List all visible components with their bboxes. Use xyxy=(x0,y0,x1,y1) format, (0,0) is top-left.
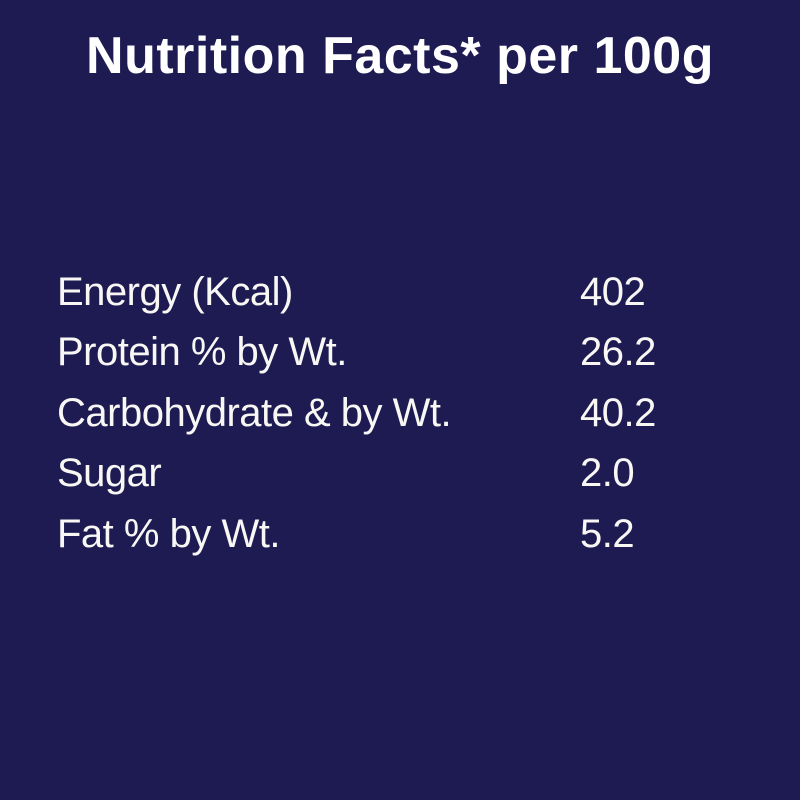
table-row: Carbohydrate & by Wt. 40.2 xyxy=(57,383,747,444)
table-row: Protein % by Wt. 26.2 xyxy=(57,323,747,384)
nutrient-value: 402 xyxy=(580,269,646,314)
nutrient-label: Sugar xyxy=(57,451,162,496)
nutrient-label: Protein % by Wt. xyxy=(57,330,347,375)
table-row: Sugar 2.0 xyxy=(57,444,747,505)
table-row: Energy (Kcal) 402 xyxy=(57,262,747,323)
nutrient-label: Fat % by Wt. xyxy=(57,511,280,556)
nutrient-value: 2.0 xyxy=(580,451,635,496)
nutrient-value: 40.2 xyxy=(580,390,656,435)
nutrition-table: Energy (Kcal) 402 Protein % by Wt. 26.2 … xyxy=(57,262,747,565)
nutrient-value: 26.2 xyxy=(580,330,656,375)
page-title: Nutrition Facts* per 100g xyxy=(86,27,714,85)
nutrient-label: Carbohydrate & by Wt. xyxy=(57,390,452,435)
table-row: Fat % by Wt. 5.2 xyxy=(57,504,747,565)
nutrient-value: 5.2 xyxy=(580,511,635,556)
nutrient-label: Energy (Kcal) xyxy=(57,269,293,314)
